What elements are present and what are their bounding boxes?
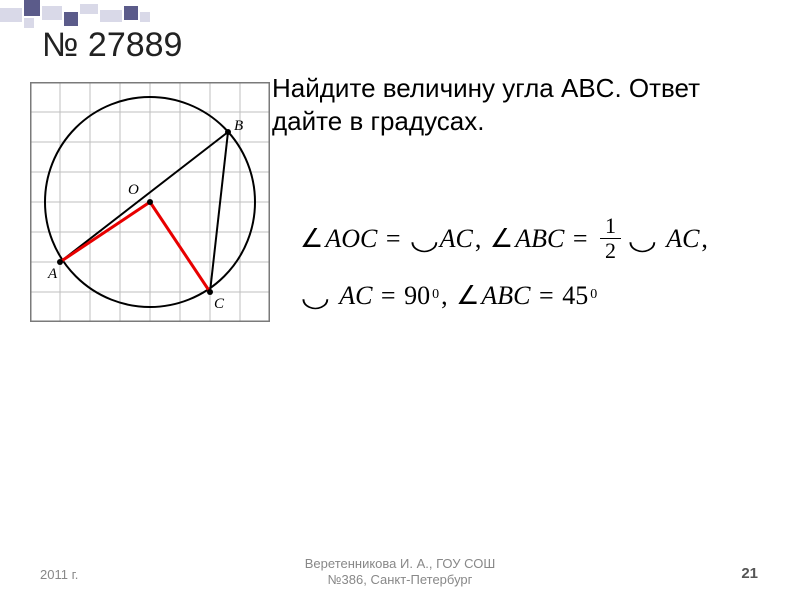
math-line-2: ◡ AC = 900 , ∠ABC = 450 [300, 267, 780, 324]
arc-ac-2: AC [666, 210, 699, 267]
problem-statement: Найдите величину угла ABC. Ответ дайте в… [272, 72, 772, 137]
math-line-1: ∠AOC = ◡AC , ∠ABC = 1 2 ◡ AC , [300, 210, 780, 267]
svg-text:C: C [214, 296, 225, 312]
fraction-half: 1 2 [600, 215, 621, 262]
svg-text:B: B [234, 118, 243, 134]
arc-ac-value: 90 [404, 267, 430, 324]
problem-number-title: № 27889 [42, 26, 182, 65]
footer-credit: Веретенникова И. А., ГОУ СОШ №386, Санкт… [0, 556, 800, 589]
angle-abc-1: ABC [515, 210, 564, 267]
svg-text:О: О [128, 182, 139, 198]
footer-page-number: 21 [741, 565, 758, 582]
arc-ac-1: AC [440, 210, 473, 267]
angle-aoc: AOC [325, 210, 377, 267]
angle-abc-value: 45 [562, 267, 588, 324]
angle-abc-2: ABC [481, 267, 530, 324]
svg-text:A: A [47, 266, 58, 282]
geometry-diagram: О A B C [30, 82, 270, 322]
arc-ac-3: AC [339, 267, 372, 324]
solution-math: ∠AOC = ◡AC , ∠ABC = 1 2 ◡ AC , ◡ AC = 90… [300, 210, 780, 324]
